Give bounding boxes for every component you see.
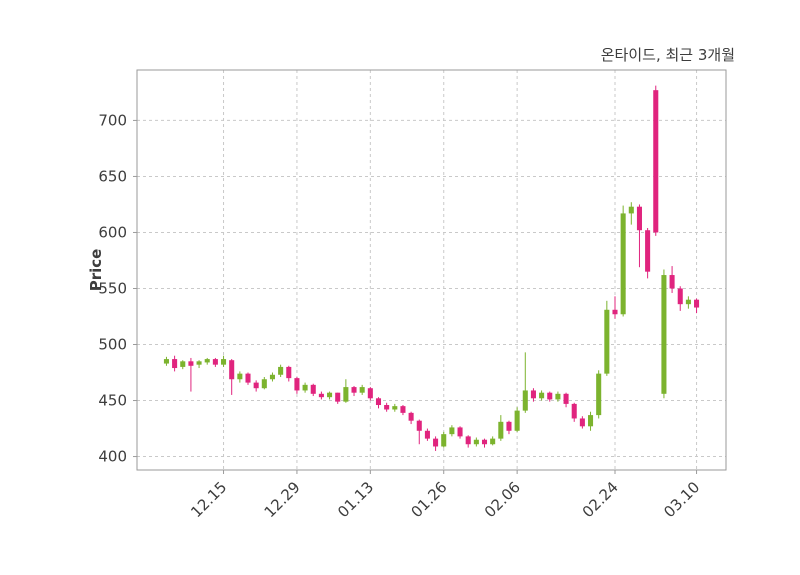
candle-body	[490, 438, 496, 445]
x-tick-label: 12.15	[187, 478, 230, 521]
candle-body	[473, 439, 479, 445]
candle-body	[196, 361, 202, 365]
candle-body	[261, 379, 267, 389]
plot-background	[137, 70, 726, 470]
gridlines	[137, 70, 726, 470]
candle-body	[269, 374, 275, 380]
candle-body	[351, 387, 357, 393]
x-tick-label: 01.13	[334, 478, 377, 521]
candle-body	[212, 359, 218, 365]
candle-body	[539, 392, 545, 399]
candle-body	[522, 390, 528, 411]
candle-body	[253, 382, 259, 389]
candle-body	[441, 434, 447, 447]
candle-body	[685, 299, 691, 305]
candle-body	[318, 393, 324, 398]
candle-body	[180, 361, 186, 367]
candle-body	[514, 410, 520, 431]
candle-body	[547, 392, 553, 400]
x-tick-label: 01.26	[407, 478, 450, 521]
candle-body	[498, 421, 504, 439]
x-tick-label: 02.06	[481, 478, 524, 521]
plot-border	[136, 69, 727, 471]
candle-body	[359, 387, 365, 393]
candle-body	[677, 288, 683, 305]
candle-body	[327, 392, 333, 398]
y-tick-label: 550	[98, 279, 127, 297]
candle-body	[433, 438, 439, 447]
candle-body	[612, 309, 618, 315]
y-tick-label: 450	[98, 392, 127, 410]
x-tick-label: 03.10	[660, 478, 703, 521]
candle-body	[221, 359, 227, 365]
y-tick-label: 650	[98, 167, 127, 185]
candle-body	[424, 430, 430, 439]
candle-body	[400, 406, 406, 413]
candle-body	[579, 418, 585, 427]
candle-body	[653, 90, 659, 233]
x-tick-label: 12.29	[261, 478, 304, 521]
candles	[163, 85, 700, 451]
candle-body	[457, 427, 463, 437]
candle-body	[645, 230, 651, 272]
candle-body	[294, 378, 300, 391]
candle-body	[530, 390, 536, 399]
candle-body	[408, 412, 414, 421]
candle-body	[661, 275, 667, 394]
candle-body	[596, 373, 602, 416]
candle-body	[229, 360, 235, 380]
candle-body	[604, 309, 610, 374]
candle-body	[335, 392, 341, 402]
candle-body	[310, 384, 316, 394]
candle-body	[163, 359, 169, 364]
candle-body	[384, 405, 390, 410]
chart-title: 온타이드, 최근 3개월	[600, 46, 735, 64]
candle-body	[278, 366, 284, 375]
y-tick-label: 500	[98, 336, 127, 354]
candle-body	[245, 373, 251, 383]
y-tick-label: 700	[98, 111, 127, 129]
candle-body	[571, 403, 577, 419]
candle-body	[172, 359, 178, 369]
candle-body	[481, 439, 488, 445]
candle-body	[367, 388, 373, 399]
candle-body	[204, 359, 210, 363]
candle-body	[628, 206, 634, 214]
candle-body	[588, 415, 594, 427]
candle-body	[563, 393, 569, 404]
x-tick-label: 02.24	[579, 478, 622, 521]
candle-body	[237, 373, 243, 380]
candle-body	[506, 421, 512, 431]
candle-body	[449, 427, 455, 435]
y-tick-label: 400	[98, 448, 127, 466]
candle-body	[465, 436, 471, 445]
candle-body	[343, 387, 349, 402]
candle-body	[669, 275, 675, 289]
candle-body	[416, 420, 422, 431]
candle-body	[188, 361, 194, 366]
candle-body	[286, 366, 292, 379]
candle-body	[302, 384, 308, 391]
candle-body	[636, 206, 642, 231]
candle-body	[555, 393, 561, 400]
candle-body	[620, 213, 626, 315]
candle-body	[375, 398, 382, 406]
candle-body	[694, 299, 700, 308]
candle-body	[392, 406, 398, 410]
y-tick-label: 600	[98, 223, 127, 241]
